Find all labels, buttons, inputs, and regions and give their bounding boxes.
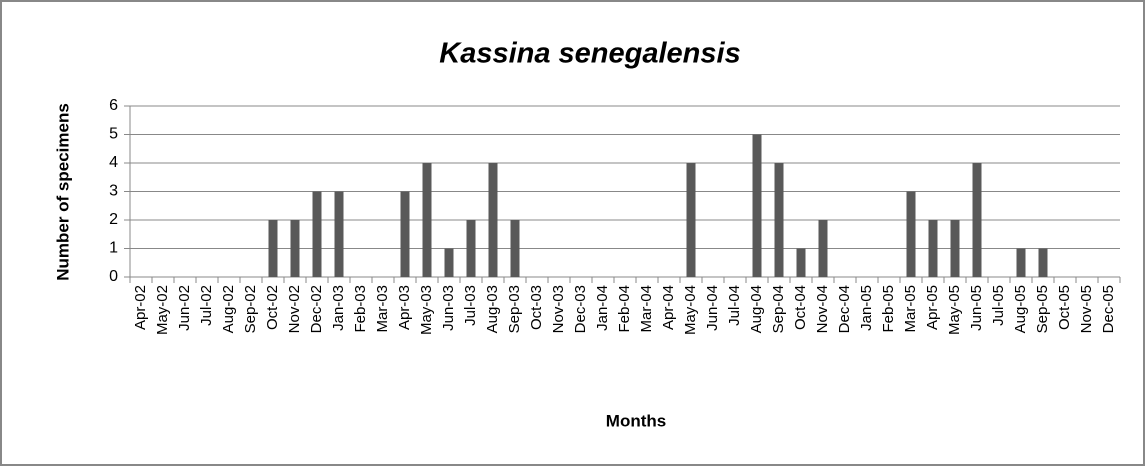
bar	[1016, 248, 1026, 277]
bar	[950, 220, 960, 277]
bar	[796, 248, 806, 277]
x-tick-label: Jul-02	[198, 285, 215, 326]
x-tick-label: Feb-05	[880, 285, 897, 333]
bar	[312, 191, 322, 277]
x-tick-label: Apr-02	[132, 285, 149, 330]
x-tick-label: Oct-02	[264, 285, 281, 330]
x-tick-label: Jun-04	[704, 285, 721, 331]
x-tick-label: Jul-05	[990, 285, 1007, 326]
y-tick-label: 0	[109, 268, 118, 285]
x-tick-label: Mar-03	[374, 285, 391, 333]
x-tick-label: Jun-05	[968, 285, 985, 331]
x-tick-label: May-04	[682, 285, 699, 335]
x-tick-label: Mar-05	[902, 285, 919, 333]
bar	[290, 220, 300, 277]
bar	[444, 248, 454, 277]
bar	[334, 191, 344, 277]
y-tick-label: 2	[109, 211, 118, 228]
x-tick-label: Jun-02	[176, 285, 193, 331]
bar	[400, 191, 410, 277]
x-tick-label: Nov-05	[1078, 285, 1095, 333]
bar	[818, 220, 828, 277]
y-tick-label: 4	[109, 154, 118, 171]
x-tick-label: Oct-05	[1056, 285, 1073, 330]
x-tick-label: Apr-03	[396, 285, 413, 330]
x-axis-label: Months	[606, 411, 666, 430]
x-tick-label: Apr-05	[924, 285, 941, 330]
x-tick-label: Apr-04	[660, 285, 677, 330]
bar	[752, 134, 762, 277]
x-tick-label: Aug-02	[220, 285, 237, 333]
y-tick-label: 6	[109, 97, 118, 114]
x-tick-label: May-02	[154, 285, 171, 335]
x-tick-label: Jan-04	[594, 285, 611, 331]
bar	[1038, 248, 1048, 277]
x-tick-label: Dec-03	[572, 285, 589, 333]
x-tick-label: Jul-03	[462, 285, 479, 326]
y-tick-label: 5	[109, 126, 118, 143]
x-tick-label: Dec-05	[1100, 285, 1117, 333]
x-tick-label: Jul-04	[726, 285, 743, 326]
x-tick-label: Mar-04	[638, 285, 655, 333]
x-tick-label: Aug-03	[484, 285, 501, 333]
bar	[928, 220, 938, 277]
x-tick-label: Sep-02	[242, 285, 259, 333]
x-tick-label: Oct-03	[528, 285, 545, 330]
bar	[686, 163, 696, 277]
bar	[972, 163, 982, 277]
chart-title: Kassina senegalensis	[439, 38, 740, 70]
bar	[774, 163, 784, 277]
x-tick-label: May-05	[946, 285, 963, 335]
bar	[510, 220, 520, 277]
y-axis-label: Number of specimens	[53, 103, 72, 281]
x-tick-label: Nov-02	[286, 285, 303, 333]
x-tick-label: Sep-05	[1034, 285, 1051, 333]
x-tick-label: Jan-05	[858, 285, 875, 331]
x-tick-label: Oct-04	[792, 285, 809, 330]
x-tick-label: Nov-04	[814, 285, 831, 333]
x-tick-label: Nov-03	[550, 285, 567, 333]
x-tick-label: Sep-03	[506, 285, 523, 333]
x-tick-label: Aug-04	[748, 285, 765, 333]
x-tick-label: Aug-05	[1012, 285, 1029, 333]
bar	[488, 163, 498, 277]
x-tick-label: Jun-03	[440, 285, 457, 331]
bar	[268, 220, 278, 277]
x-tick-label: Feb-03	[352, 285, 369, 333]
x-tick-label: Dec-04	[836, 285, 853, 333]
bar	[466, 220, 476, 277]
x-tick-label: Sep-04	[770, 285, 787, 333]
x-tick-label: May-03	[418, 285, 435, 335]
bar	[422, 163, 432, 277]
y-tick-label: 1	[109, 240, 118, 257]
bar	[906, 191, 916, 277]
x-tick-label: Feb-04	[616, 285, 633, 333]
x-tick-label: Jan-03	[330, 285, 347, 331]
x-tick-label: Dec-02	[308, 285, 325, 333]
y-tick-label: 3	[109, 183, 118, 200]
